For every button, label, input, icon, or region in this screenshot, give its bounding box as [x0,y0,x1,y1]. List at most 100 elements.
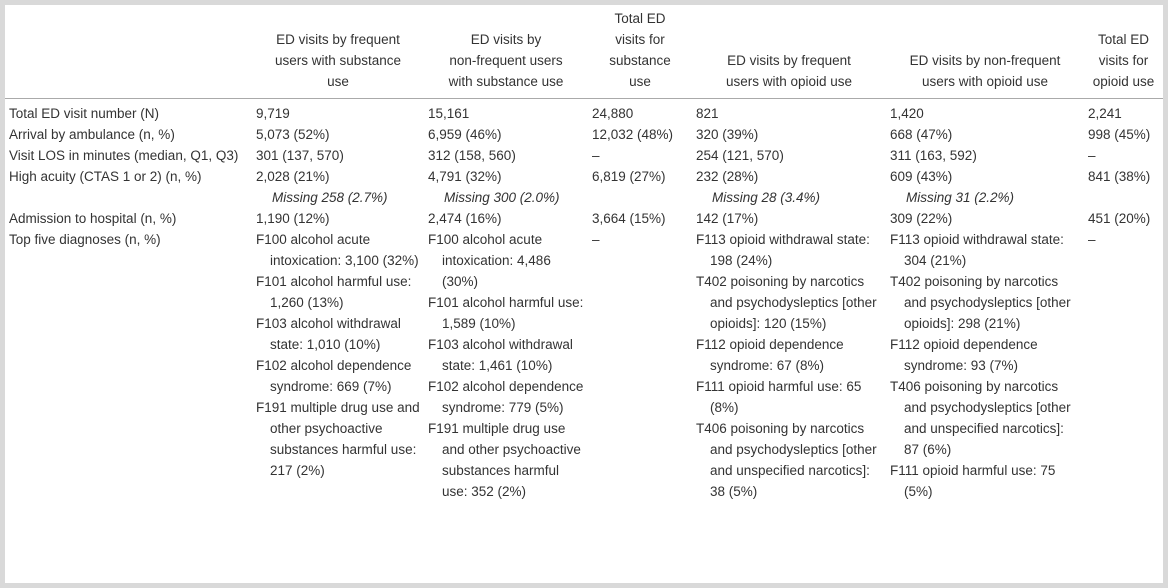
cell: 821 [696,106,719,121]
row-label: High acuity (CTAS 1 or 2) (n, %) [9,169,202,184]
cell: 5,073 (52%) [256,127,330,142]
header-cell: ED visits by frequent users with substanc… [252,5,424,99]
header-cell: ED visits by non-frequent users with subst… [424,5,588,99]
cell: F100 alcohol acute intoxication: 4,486 (… [424,229,588,502]
header-line: visits for [1098,53,1149,68]
diagnosis: F191 multiple drug use and other psychoa… [256,400,420,478]
table-header: ED visits by frequent users with substanc… [5,5,1163,99]
cell [588,187,692,208]
row: High acuity (CTAS 1 or 2) (n, %) 2,028 (2… [5,166,1163,187]
diagnosis: F112 opioid dependence syndrome: 93 (7%) [890,337,1038,373]
diagnosis: T406 poisoning by narcotics and psychody… [696,421,877,499]
row-label: Visit LOS in minutes (median, Q1, Q3) [9,148,239,163]
diagnosis: F113 opioid withdrawal state: 304 (21%) [890,232,1064,268]
cell: 2,241 [1088,106,1122,121]
cell: – [592,148,600,163]
header-line: ED visits by frequent [727,53,851,68]
cell: 12,032 (48%) [592,127,674,142]
diagnosis: T402 poisoning by narcotics and psychody… [696,274,877,331]
cell: 6,959 (46%) [428,127,502,142]
cell: 9,719 [256,106,290,121]
row-label: Total ED visit number (N) [9,106,160,121]
cell [1084,187,1163,208]
cell: 609 (43%) [890,169,953,184]
missing-cell: Missing 31 (2.2%) [906,190,1015,205]
header-line: users with opioid use [921,74,1049,89]
row: Arrival by ambulance (n, %) 5,073 (52%) 6,… [5,124,1163,145]
diagnosis: T402 poisoning by narcotics and psychody… [890,274,1071,331]
header-line: Total ED [1097,32,1150,47]
diagnosis: F191 multiple drug use and other psychoa… [428,421,581,499]
cell: 232 (28%) [696,169,759,184]
header-line: with substance use [448,74,564,89]
header-line: non-frequent users [449,53,563,68]
diagnosis: F102 alcohol dependence syndrome: 669 (7… [256,358,412,394]
row: Total ED visit number (N) 9,719 15,161 24,8… [5,99,1163,125]
header-line: use [327,74,349,89]
cell: 2,474 (16%) [428,211,502,226]
row-label: Arrival by ambulance (n, %) [9,127,175,142]
cell: 2,028 (21%) [256,169,330,184]
cell: 4,791 (32%) [428,169,502,184]
cell: 320 (39%) [696,127,759,142]
header-cell: Total ED visits for substance use [588,5,692,99]
table-frame: ED visits by frequent users with substanc… [5,5,1163,583]
diagnosis: F101 alcohol harmful use: 1,589 (10%) [428,295,584,331]
cell: – [1088,232,1096,247]
table-body: Total ED visit number (N) 9,719 15,161 24,8… [5,99,1163,503]
header-cell: Total ED visits for opioid use [1084,5,1163,99]
cell: F113 opioid withdrawal state: 304 (21%) T… [886,229,1084,502]
cell: – [592,232,600,247]
row-label: Top five diagnoses (n, %) [9,232,161,247]
row: Top five diagnoses (n, %) F100 alcohol ac… [5,229,1163,502]
cell: 998 (45%) [1088,127,1151,142]
cell: 1,190 (12%) [256,211,330,226]
header-cell: ED visits by non-frequent users with opio… [886,5,1084,99]
row: Visit LOS in minutes (median, Q1, Q3) 301… [5,145,1163,166]
diagnosis: F112 opioid dependence syndrome: 67 (8%) [696,337,844,373]
header-line: ED visits by non-frequent [909,53,1061,68]
diagnosis: F103 alcohol withdrawal state: 1,461 (10… [428,337,573,373]
missing-row: Missing 258 (2.7%) Missing 300 (2.0%) Miss… [5,187,1163,208]
cell: 841 (38%) [1088,169,1151,184]
diagnosis: F103 alcohol withdrawal state: 1,010 (10… [256,316,401,352]
header-row: ED visits by frequent users with substanc… [5,5,1163,99]
diagnosis: T406 poisoning by narcotics and psychody… [890,379,1071,457]
diagnosis: F101 alcohol harmful use: 1,260 (13%) [256,274,412,310]
row-label: Admission to hospital (n, %) [9,211,177,226]
diagnosis: F111 opioid harmful use: 65 (8%) [696,379,862,415]
missing-cell: Missing 258 (2.7%) [272,190,388,205]
header-line: users with substance [274,53,402,68]
diagnosis: F111 opioid harmful use: 75 (5%) [890,463,1056,499]
diagnosis: F102 alcohol dependence syndrome: 779 (5… [428,379,584,415]
cell [5,187,252,208]
header-line: ED visits by [470,32,542,47]
cell: 254 (121, 570) [696,148,784,163]
header-line: users with opioid use [725,74,853,89]
header-cell [5,5,252,99]
header-line: substance [609,53,671,68]
cell: 142 (17%) [696,211,759,226]
missing-cell: Missing 300 (2.0%) [444,190,560,205]
table: ED visits by frequent users with substanc… [5,5,1163,502]
header-line: visits for [615,32,665,47]
header-line: ED visits by frequent [276,32,400,47]
header-line: use [629,74,651,89]
diagnosis: F100 alcohol acute intoxication: 4,486 (… [428,232,551,289]
row: Admission to hospital (n, %) 1,190 (12%) 2… [5,208,1163,229]
header-cell: ED visits by frequent users with opioid u… [692,5,886,99]
cell: 668 (47%) [890,127,953,142]
cell: – [1088,148,1096,163]
missing-cell: Missing 28 (3.4%) [712,190,821,205]
cell: 24,880 [592,106,634,121]
cell: 451 (20%) [1088,211,1151,226]
diagnosis: F100 alcohol acute intoxication: 3,100 (… [256,232,419,268]
cell: 3,664 (15%) [592,211,666,226]
diagnosis: F113 opioid withdrawal state: 198 (24%) [696,232,870,268]
cell: 6,819 (27%) [592,169,666,184]
cell: 15,161 [428,106,470,121]
cell: 311 (163, 592) [890,148,977,163]
cell: 312 (158, 560) [428,148,516,163]
